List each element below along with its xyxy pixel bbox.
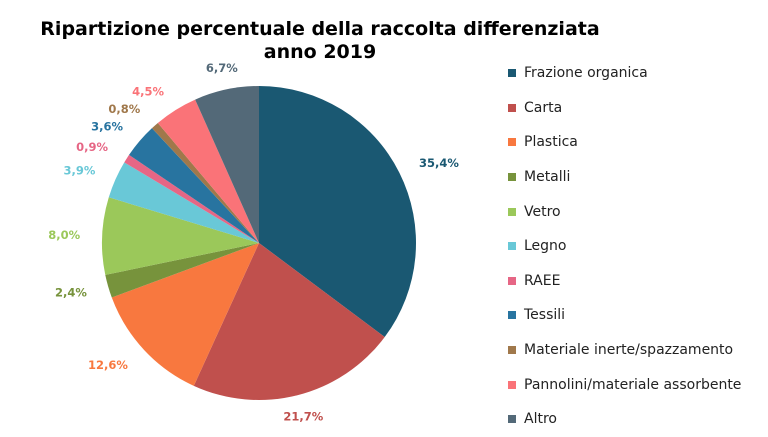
data-label-8: 0,8%: [108, 102, 140, 116]
legend-label-9: Pannolini/materiale assorbente: [524, 376, 742, 393]
legend-swatch-6: [508, 276, 516, 285]
legend-item-8: Materiale inerte/spazzamento: [508, 333, 768, 368]
pie-slice-0: [259, 86, 416, 338]
legend-label-7: Tessili: [524, 307, 566, 324]
legend-label-4: Vetro: [524, 203, 561, 220]
data-label-7: 3,6%: [91, 120, 123, 134]
pie-slice-7: [129, 128, 259, 243]
legend-item-3: Metalli: [508, 160, 768, 195]
legend-item-9: Pannolini/materiale assorbente: [508, 367, 768, 402]
data-label-0: 35,4%: [419, 156, 459, 170]
legend-swatch-10: [508, 415, 516, 424]
legend-item-4: Vetro: [508, 194, 768, 229]
legend-label-5: Legno: [524, 238, 567, 255]
legend-item-5: Legno: [508, 229, 768, 264]
pie-slice-5: [108, 162, 259, 243]
legend: Frazione organica Carta Plastica Metalli Vet…: [508, 56, 768, 437]
pie-slice-6: [124, 154, 259, 243]
legend-label-3: Metalli: [524, 169, 571, 186]
pie-slice-2: [111, 243, 259, 386]
legend-label-1: Carta: [524, 99, 563, 116]
legend-swatch-2: [508, 138, 516, 147]
chart-title: Ripartizione percentuale della raccolta …: [20, 18, 620, 64]
legend-label-6: RAEE: [524, 272, 561, 289]
pie-slice-3: [105, 243, 260, 298]
data-label-5: 3,9%: [63, 163, 95, 177]
legend-label-2: Plastica: [524, 134, 578, 151]
data-label-10: 6,7%: [206, 61, 238, 75]
legend-item-7: Tessili: [508, 298, 768, 333]
pie-slice-9: [157, 99, 259, 243]
legend-swatch-4: [508, 207, 516, 216]
legend-item-2: Plastica: [508, 125, 768, 160]
legend-item-10: Altro: [508, 402, 768, 437]
chart-title-line-1: Ripartizione percentuale della raccolta …: [40, 18, 600, 40]
legend-swatch-3: [508, 173, 516, 182]
legend-swatch-1: [508, 103, 516, 112]
legend-item-1: Carta: [508, 91, 768, 126]
legend-swatch-9: [508, 380, 516, 389]
legend-item-0: Frazione organica: [508, 56, 768, 91]
legend-label-10: Altro: [524, 411, 557, 428]
legend-swatch-5: [508, 242, 516, 251]
data-label-6: 0,9%: [76, 140, 108, 154]
pie-slice-10: [195, 86, 259, 243]
data-label-4: 8,0%: [48, 228, 80, 242]
legend-label-8: Materiale inerte/spazzamento: [524, 342, 734, 359]
data-label-3: 2,4%: [55, 285, 87, 299]
data-label-9: 4,5%: [132, 84, 164, 98]
pie-slice-4: [102, 197, 259, 275]
chart-title-line-2: anno 2019: [263, 41, 377, 63]
legend-item-6: RAEE: [508, 264, 768, 299]
legend-swatch-7: [508, 311, 516, 320]
pie-slice-8: [151, 122, 259, 243]
data-label-1: 21,7%: [283, 409, 323, 423]
data-label-2: 12,6%: [88, 358, 128, 372]
legend-swatch-8: [508, 346, 516, 355]
legend-label-0: Frazione organica: [524, 65, 648, 82]
pie-slice-1: [193, 243, 385, 400]
legend-swatch-0: [508, 69, 516, 78]
